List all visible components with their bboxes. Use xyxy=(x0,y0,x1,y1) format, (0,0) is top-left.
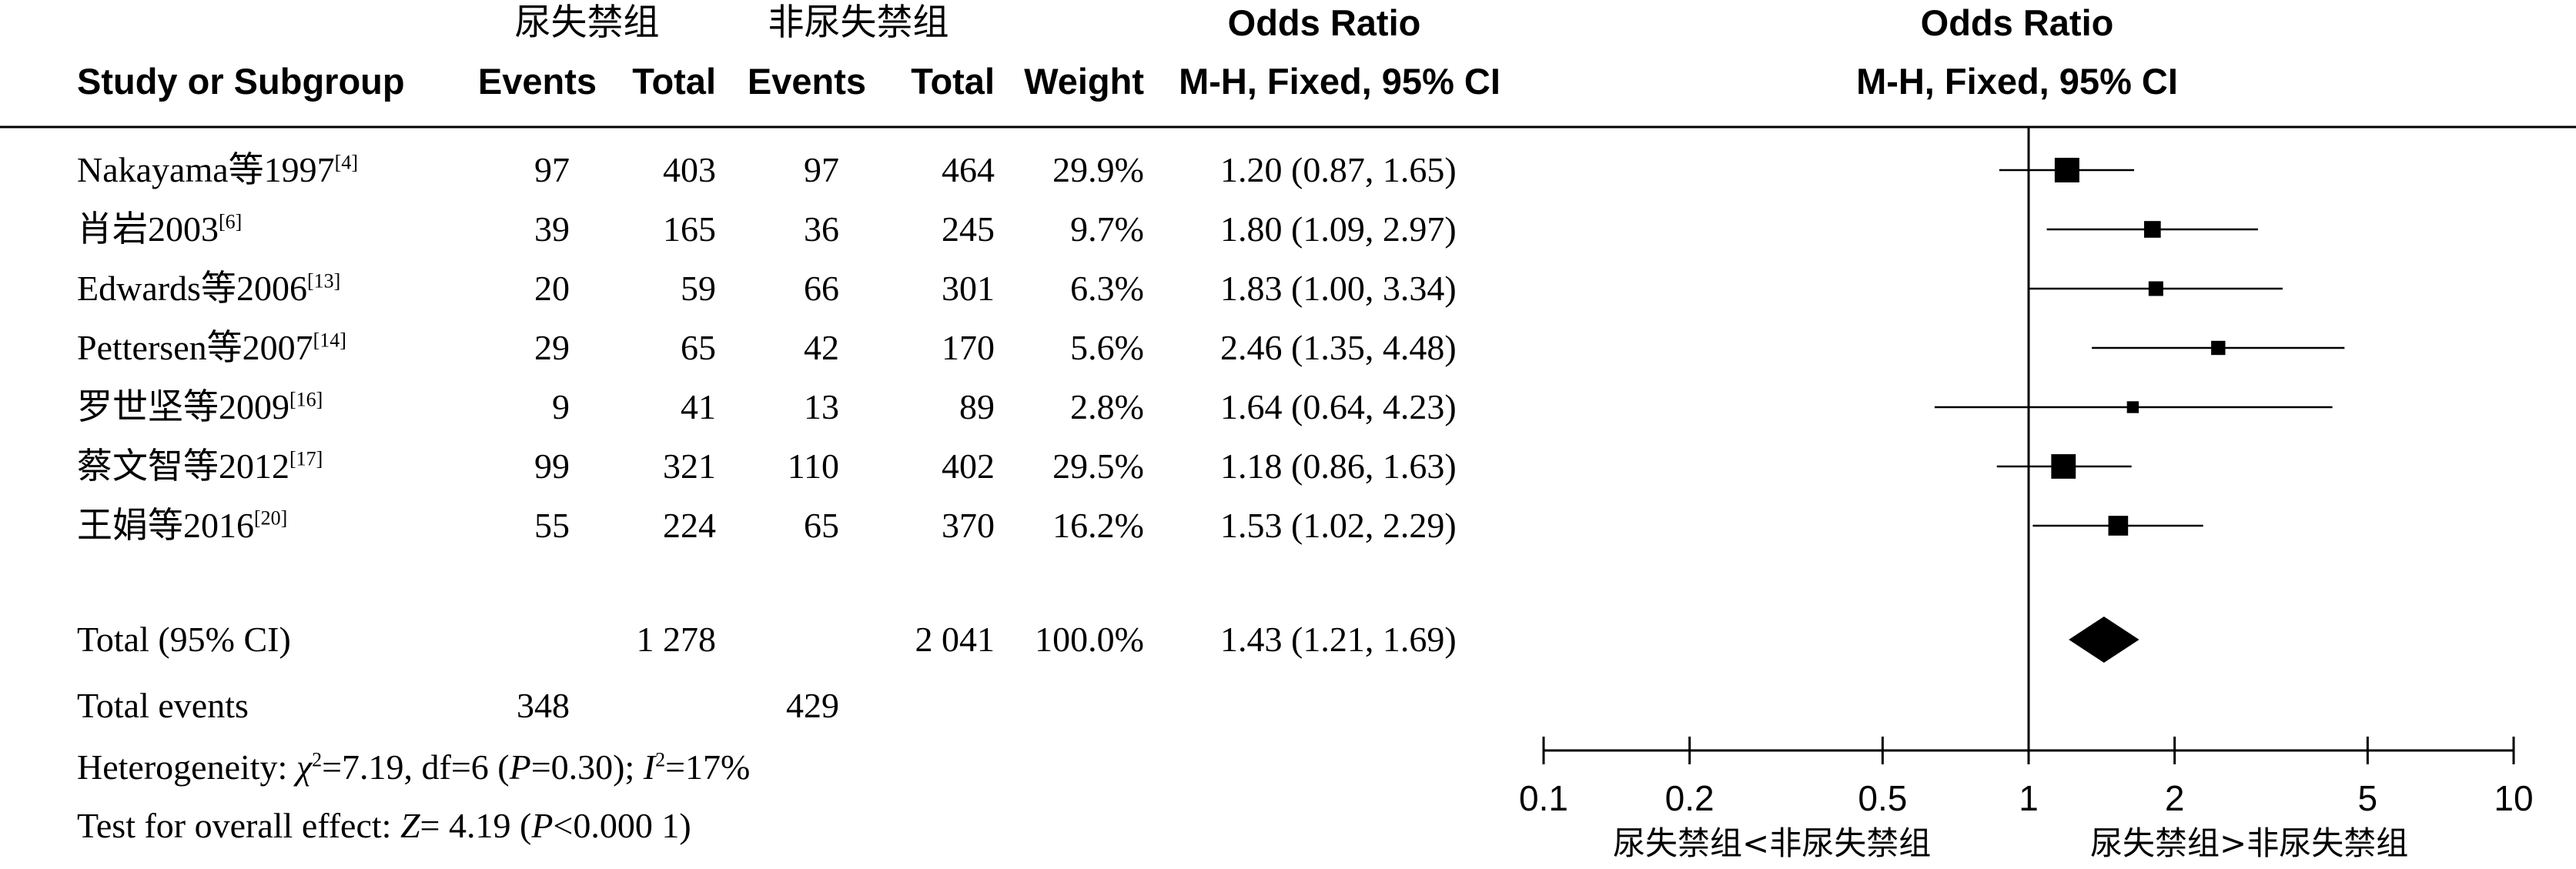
study-name: Pettersen等2007[14] xyxy=(77,328,346,367)
study-point xyxy=(2051,454,2076,479)
x-tick-label: 10 xyxy=(2494,778,2533,818)
x-tick-label: 2 xyxy=(2165,778,2185,818)
study-point xyxy=(2143,221,2161,238)
weight-cell: 29.9% xyxy=(1052,150,1144,189)
weight-cell: 6.3% xyxy=(1070,269,1144,308)
events2-cell: 66 xyxy=(804,269,839,308)
x-tick-label: 1 xyxy=(2019,778,2039,818)
heterogeneity-text: Heterogeneity: χ2=7.19, df=6 (P=0.30); I… xyxy=(77,747,751,787)
weight-cell: 16.2% xyxy=(1052,506,1144,545)
total1-cell: 41 xyxy=(681,387,716,426)
events1-cell: 20 xyxy=(534,269,570,308)
total-label: Total (95% CI) xyxy=(77,620,291,659)
events1-cell: 39 xyxy=(534,209,570,249)
weight-cell: 5.6% xyxy=(1070,328,1144,367)
or-ci-cell: 1.83 (1.00, 3.34) xyxy=(1220,269,1457,308)
right-favours-label: 尿失禁组>非尿失禁组 xyxy=(2090,824,2409,862)
weight-cell: 9.7% xyxy=(1070,209,1144,249)
weight-cell: 2.8% xyxy=(1070,387,1144,426)
left-favours-label: 尿失禁组<非尿失禁组 xyxy=(1613,824,1932,862)
study-name: 肖岩2003[6] xyxy=(77,209,243,249)
x-tick-label: 5 xyxy=(2358,778,2378,818)
total-t2: 2 041 xyxy=(915,620,995,659)
events1-cell: 97 xyxy=(534,150,570,189)
study-name: 王娟等2016[20] xyxy=(77,506,288,545)
study-column-header: Study or Subgroup xyxy=(77,61,405,102)
total2-cell: 464 xyxy=(942,150,995,189)
events1-cell: 9 xyxy=(552,387,570,426)
events1-cell: 55 xyxy=(534,506,570,545)
total-ci: 1.43 (1.21, 1.69) xyxy=(1220,620,1457,659)
study-point xyxy=(2054,158,2079,182)
or-table-method: M-H, Fixed, 95% CI xyxy=(1179,61,1500,102)
or-ci-cell: 1.18 (0.86, 1.63) xyxy=(1220,446,1457,486)
study-point xyxy=(2211,340,2226,356)
pooled-diamond xyxy=(2069,617,2139,663)
group2-header: 非尿失禁组 xyxy=(768,2,949,44)
group1-header: 尿失禁组 xyxy=(514,2,660,44)
x-tick-label: 0.1 xyxy=(1519,778,1568,818)
total2-cell: 370 xyxy=(942,506,995,545)
events2-cell: 36 xyxy=(804,209,839,249)
study-name: Nakayama等1997[4] xyxy=(77,150,358,189)
events2-cell: 97 xyxy=(804,150,839,189)
total2-header: Total xyxy=(911,61,995,102)
total1-header: Total xyxy=(632,61,716,102)
total2-cell: 301 xyxy=(942,269,995,308)
study-point xyxy=(2108,516,2129,536)
events1-header: Events xyxy=(477,61,597,102)
study-point xyxy=(2148,281,2163,296)
total-events-e2: 429 xyxy=(786,686,839,725)
total1-cell: 403 xyxy=(663,150,716,189)
total2-cell: 170 xyxy=(942,328,995,367)
weight-header: Weight xyxy=(1024,61,1144,102)
overall-effect-text: Test for overall effect: Z= 4.19 (P<0.00… xyxy=(77,806,691,845)
total1-cell: 224 xyxy=(663,506,716,545)
study-name: 蔡文智等2012[17] xyxy=(77,446,323,486)
events2-cell: 110 xyxy=(787,446,839,486)
events2-cell: 13 xyxy=(804,387,839,426)
or-ci-cell: 1.20 (0.87, 1.65) xyxy=(1220,150,1457,189)
events1-cell: 29 xyxy=(534,328,570,367)
total1-cell: 59 xyxy=(681,269,716,308)
study-name: 罗世坚等2009[16] xyxy=(77,387,323,426)
or-plot-method: M-H, Fixed, 95% CI xyxy=(1856,61,2178,102)
or-ci-cell: 1.80 (1.09, 2.97) xyxy=(1220,209,1457,249)
total2-cell: 89 xyxy=(959,387,995,426)
total-events-label: Total events xyxy=(77,686,249,725)
total2-cell: 402 xyxy=(942,446,995,486)
total2-cell: 245 xyxy=(942,209,995,249)
total1-cell: 321 xyxy=(663,446,716,486)
study-point xyxy=(2126,401,2139,413)
total1-cell: 65 xyxy=(681,328,716,367)
events2-header: Events xyxy=(747,61,866,102)
weight-cell: 29.5% xyxy=(1052,446,1144,486)
or-plot-title: Odds Ratio xyxy=(1920,2,2114,43)
x-tick-label: 0.5 xyxy=(1858,778,1907,818)
x-tick-label: 0.2 xyxy=(1665,778,1715,818)
or-ci-cell: 1.53 (1.02, 2.29) xyxy=(1220,506,1457,545)
events2-cell: 42 xyxy=(804,328,839,367)
or-table-title: Odds Ratio xyxy=(1227,2,1421,43)
study-name: Edwards等2006[13] xyxy=(77,269,341,308)
total1-cell: 165 xyxy=(663,209,716,249)
total-events-e1: 348 xyxy=(517,686,570,725)
or-ci-cell: 1.64 (0.64, 4.23) xyxy=(1220,387,1457,426)
events1-cell: 99 xyxy=(534,446,570,486)
total-weight: 100.0% xyxy=(1035,620,1144,659)
events2-cell: 65 xyxy=(804,506,839,545)
or-ci-cell: 2.46 (1.35, 4.48) xyxy=(1220,328,1457,367)
total-t1: 1 278 xyxy=(636,620,717,659)
